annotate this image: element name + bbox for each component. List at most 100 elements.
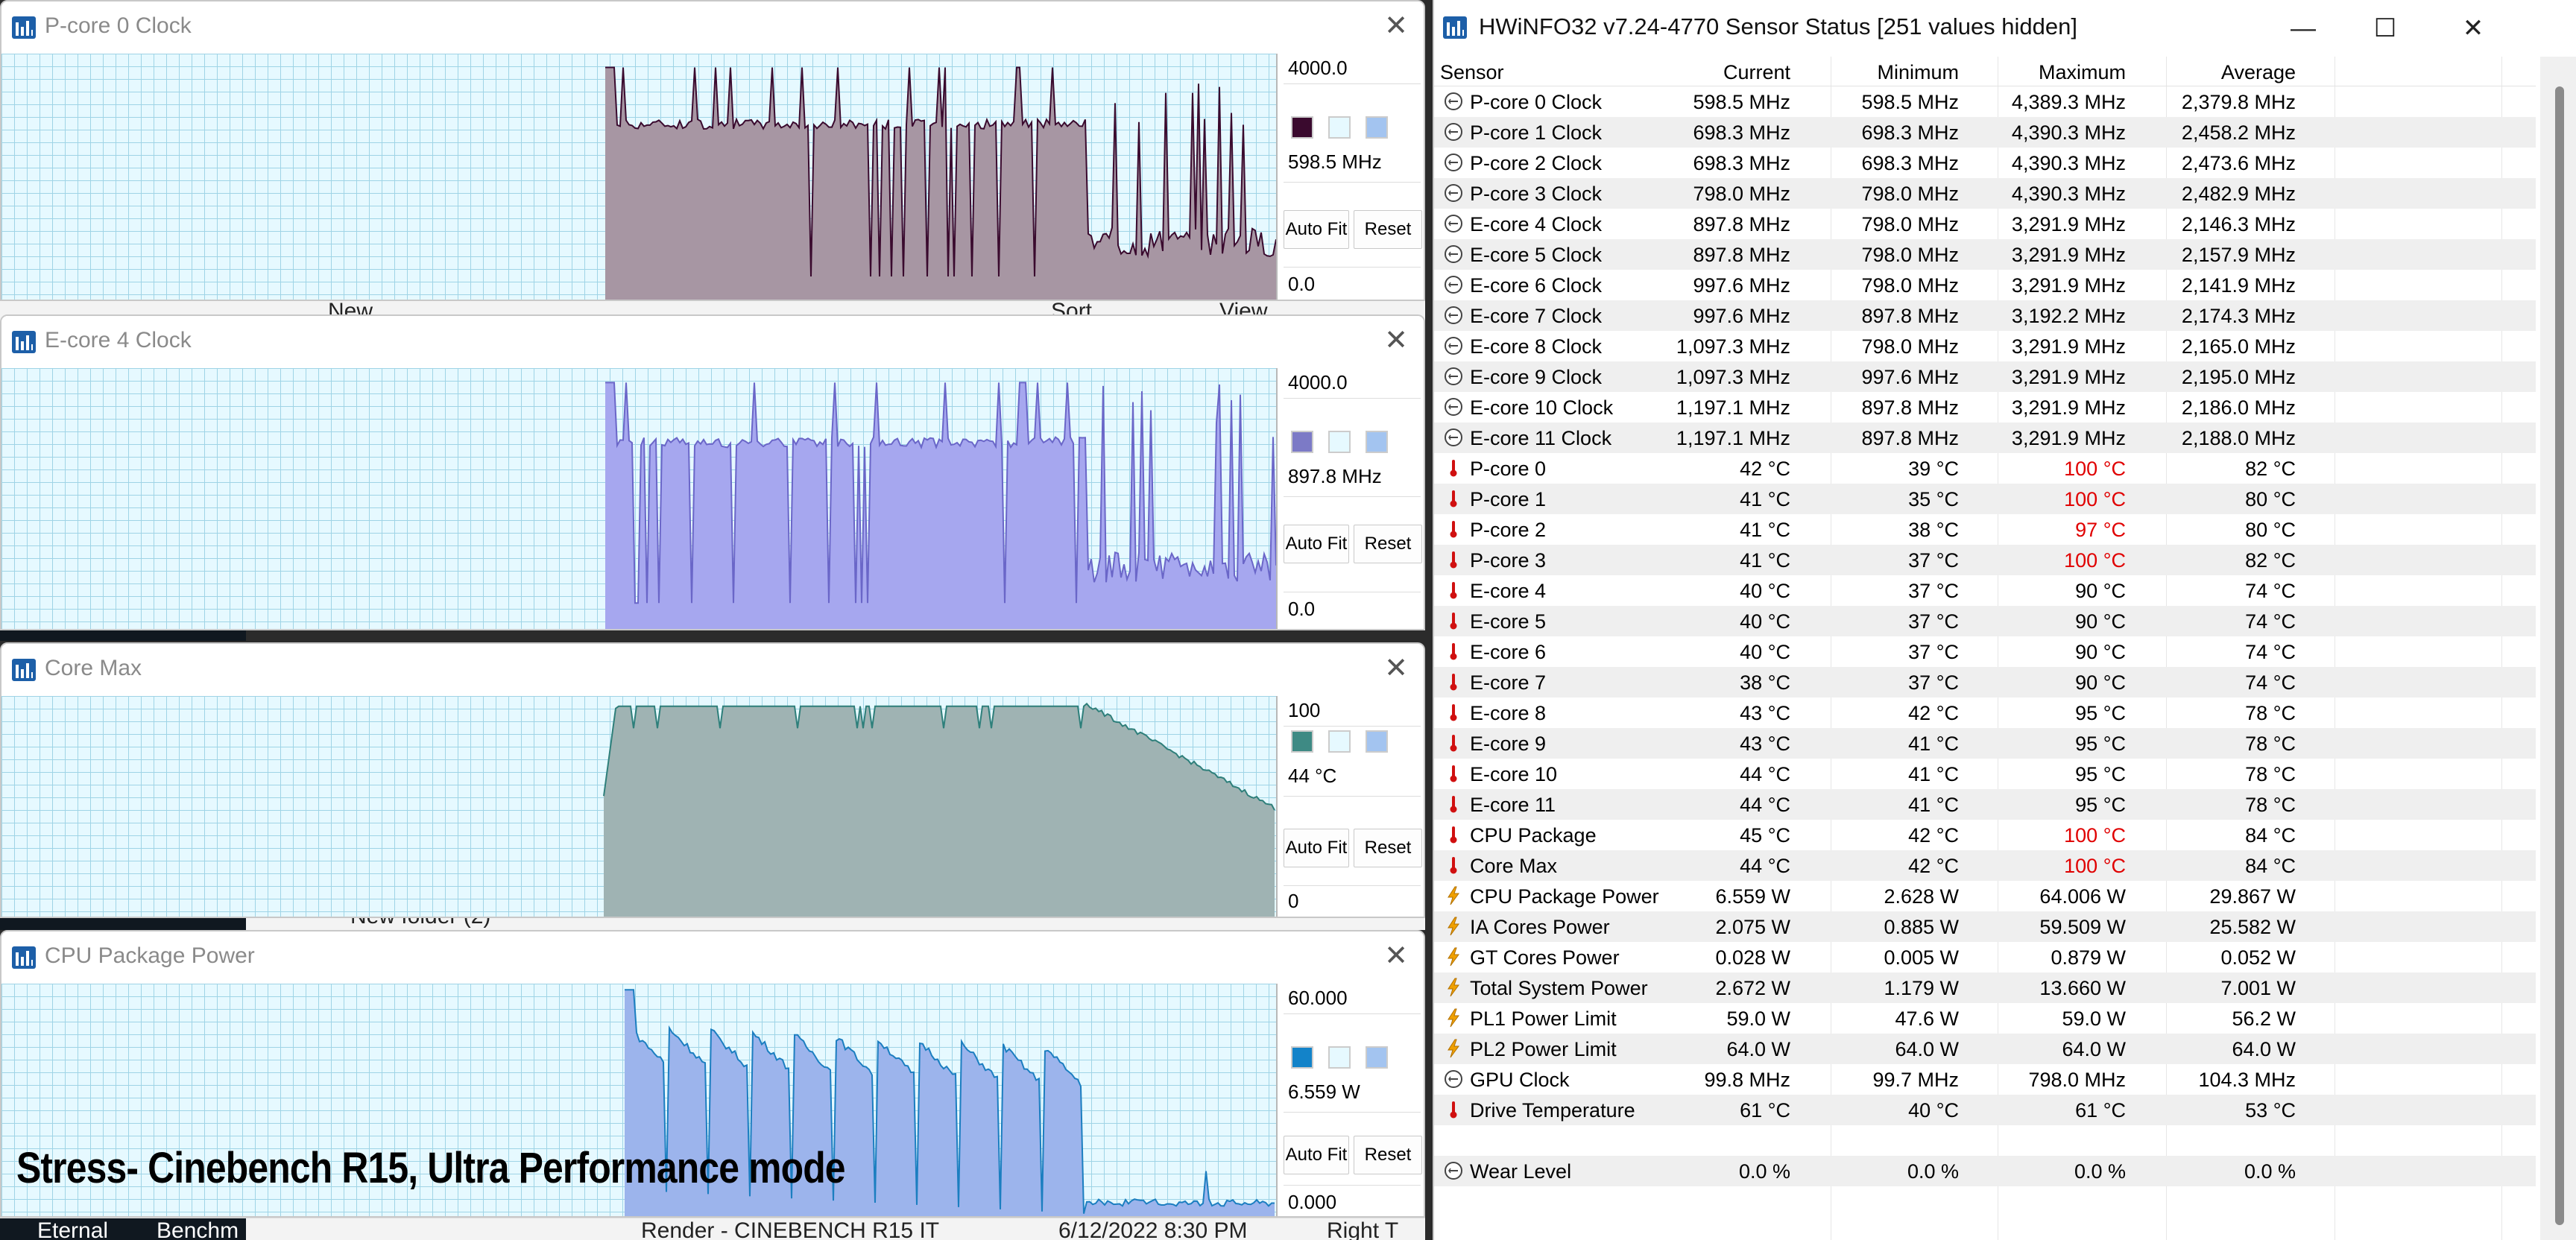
sensor-row[interactable]: CPU Package Power 6.559 W 2.628 W 64.006 W 2… [1434,881,2536,911]
sensor-trace-area [625,990,1275,1216]
title-bar[interactable]: HWiNFO32 v7.24-4770 Sensor Status [251 v… [1434,0,2576,57]
sensor-row[interactable]: Drive Temperature 61 °C 40 °C 61 °C 53 °C [1434,1095,2536,1125]
fill-color-swatch[interactable] [1366,1046,1388,1069]
column-header-current[interactable]: Current [1723,61,1790,83]
sensor-row[interactable]: E-core 11 Clock 1,197.1 MHz 897.8 MHz 3,291… [1434,423,2536,453]
close-button[interactable]: ✕ [1384,10,1408,42]
sensor-row[interactable]: E-core 7 Clock 997.6 MHz 897.8 MHz 3,192.2 … [1434,300,2536,331]
current-value-label: 897.8 MHz [1288,465,1382,487]
sensor-row[interactable]: GT Cores Power 0.028 W 0.005 W 0.879 W 0.052… [1434,942,2536,972]
line-color-swatch[interactable] [1291,1046,1313,1069]
average-value: 2,188.0 MHz [2181,427,2296,449]
graph-window-core-max[interactable]: Core Max ✕ 100 44 °C Auto Fit Reset 0 [0,642,1425,918]
vertical-scrollbar[interactable] [2540,57,2576,1240]
sensor-row[interactable]: E-core 9 Clock 1,097.3 MHz 997.6 MHz 3,291.… [1434,361,2536,392]
background-color-swatch[interactable] [1328,431,1351,453]
scrollbar-thumb[interactable] [2555,86,2564,1225]
bg-item: Eternal [37,1218,109,1240]
auto-fit-button[interactable]: Auto Fit [1284,210,1349,249]
title-bar[interactable]: Core Max ✕ [1,644,1424,695]
title-bar[interactable]: CPU Package Power ✕ [1,931,1424,982]
column-header-sensor[interactable]: Sensor [1440,61,1504,83]
sensor-row[interactable]: E-core 7 38 °C 37 °C 90 °C 74 °C [1434,667,2536,698]
sensor-row[interactable]: E-core 8 43 °C 42 °C 95 °C 78 °C [1434,698,2536,728]
background-color-swatch[interactable] [1328,116,1351,139]
graph-window-pcore0-clock[interactable]: P-core 0 Clock ✕ 4000.0 598.5 MHz Auto F… [0,0,1425,301]
close-button[interactable]: ✕ [1384,325,1408,356]
graph-plot [1,984,1278,1216]
sensor-name: E-core 9 [1470,733,1547,755]
sensor-row[interactable]: P-core 3 Clock 798.0 MHz 798.0 MHz 4,390.3 … [1434,178,2536,209]
current-value: 1,097.3 MHz [1676,335,1790,358]
line-color-swatch[interactable] [1291,116,1313,139]
graph-plot [1,696,1278,917]
reset-button[interactable]: Reset [1354,1136,1422,1174]
maximize-button[interactable]: ☐ [2373,14,2397,42]
sensor-row[interactable]: IA Cores Power 2.075 W 0.885 W 59.509 W 25.5… [1434,911,2536,942]
sensor-row[interactable]: Core Max 44 °C 42 °C 100 °C 84 °C [1434,850,2536,881]
sensor-row[interactable]: E-core 10 44 °C 41 °C 95 °C 78 °C [1434,759,2536,789]
sensor-row[interactable]: E-core 9 43 °C 41 °C 95 °C 78 °C [1434,728,2536,759]
sensor-row[interactable]: E-core 5 Clock 897.8 MHz 798.0 MHz 3,291.9 … [1434,239,2536,270]
table-header[interactable]: Sensor Current Minimum Maximum Average [1434,57,2536,86]
title-bar[interactable]: E-core 4 Clock ✕ [1,316,1424,367]
close-button[interactable]: ✕ [2462,14,2484,42]
sensor-row[interactable]: P-core 1 Clock 698.3 MHz 698.3 MHz 4,390.3 … [1434,117,2536,148]
fill-color-swatch[interactable] [1366,116,1388,139]
sensor-row[interactable]: CPU Package 45 °C 42 °C 100 °C 84 °C [1434,820,2536,850]
auto-fit-button[interactable]: Auto Fit [1284,525,1349,563]
sensor-name: Core Max [1470,855,1558,877]
average-value: 2,165.0 MHz [2181,335,2296,358]
sensor-row[interactable]: P-core 3 41 °C 37 °C 100 °C 82 °C [1434,545,2536,575]
background-color-swatch[interactable] [1328,1046,1351,1069]
maximum-value: 90 °C [2075,671,2126,694]
reset-button[interactable]: Reset [1354,210,1422,249]
sensor-row[interactable]: P-core 2 41 °C 38 °C 97 °C 80 °C [1434,514,2536,545]
line-color-swatch[interactable] [1291,431,1313,453]
sensor-row[interactable]: P-core 2 Clock 698.3 MHz 698.3 MHz 4,390.3 … [1434,148,2536,178]
sensor-row[interactable]: GPU Clock 99.8 MHz 99.7 MHz 798.0 MHz 104.3 … [1434,1064,2536,1095]
line-color-swatch[interactable] [1291,730,1313,753]
sensor-row[interactable]: PL1 Power Limit 59.0 W 47.6 W 59.0 W 56.2 W [1434,1003,2536,1034]
minimum-value: 38 °C [1908,519,1959,541]
auto-fit-button[interactable]: Auto Fit [1284,1136,1349,1174]
hwinfo-app-icon [12,946,36,969]
hwinfo-app-icon [12,16,36,39]
graph-window-cpu-package-power[interactable]: CPU Package Power ✕ 60.000 6.559 W Auto … [0,930,1425,1218]
hwinfo-app-icon [12,331,36,353]
column-header-maximum[interactable]: Maximum [2038,61,2126,83]
close-button[interactable]: ✕ [1384,940,1408,972]
sensor-row[interactable] [1434,1125,2536,1156]
sensor-row[interactable]: E-core 10 Clock 1,197.1 MHz 897.8 MHz 3,291… [1434,392,2536,423]
sensor-row[interactable]: Total System Power 2.672 W 1.179 W 13.660 W… [1434,972,2536,1003]
column-header-minimum[interactable]: Minimum [1877,61,1959,83]
minimize-button[interactable]: — [2291,14,2316,42]
bg-item: Right T [1327,1218,1399,1240]
auto-fit-button[interactable]: Auto Fit [1284,829,1349,867]
sensor-row[interactable]: PL2 Power Limit 64.0 W 64.0 W 64.0 W 64.0 W [1434,1034,2536,1064]
sensor-row[interactable]: E-core 5 40 °C 37 °C 90 °C 74 °C [1434,606,2536,636]
reset-button[interactable]: Reset [1354,525,1422,563]
sensor-status-window[interactable]: HWiNFO32 v7.24-4770 Sensor Status [251 v… [1433,0,2576,1240]
sensor-row[interactable]: P-core 0 Clock 598.5 MHz 598.5 MHz 4,389.3 … [1434,86,2536,117]
thermometer-icon [1443,824,1464,845]
background-color-swatch[interactable] [1328,730,1351,753]
fill-color-swatch[interactable] [1366,431,1388,453]
sensor-row[interactable]: E-core 4 40 °C 37 °C 90 °C 74 °C [1434,575,2536,606]
sensor-row[interactable]: E-core 11 44 °C 41 °C 95 °C 78 °C [1434,789,2536,820]
sensor-row[interactable]: E-core 6 40 °C 37 °C 90 °C 74 °C [1434,636,2536,667]
sensor-row[interactable]: E-core 8 Clock 1,097.3 MHz 798.0 MHz 3,291.… [1434,331,2536,361]
current-value: 1,197.1 MHz [1676,427,1790,449]
title-bar[interactable]: P-core 0 Clock ✕ [1,1,1424,52]
close-button[interactable]: ✕ [1384,653,1408,684]
current-value-label: 44 °C [1288,765,1337,787]
sensor-row[interactable]: P-core 1 41 °C 35 °C 100 °C 80 °C [1434,484,2536,514]
reset-button[interactable]: Reset [1354,829,1422,867]
sensor-row[interactable]: P-core 0 42 °C 39 °C 100 °C 82 °C [1434,453,2536,484]
column-header-average[interactable]: Average [2220,61,2296,83]
sensor-row[interactable]: E-core 6 Clock 997.6 MHz 798.0 MHz 3,291.9 … [1434,270,2536,300]
graph-window-ecore4-clock[interactable]: E-core 4 Clock ✕ 4000.0 897.8 MHz Auto F… [0,314,1425,630]
sensor-row[interactable]: E-core 4 Clock 897.8 MHz 798.0 MHz 3,291.9 … [1434,209,2536,239]
sensor-row[interactable]: Wear Level 0.0 % 0.0 % 0.0 % 0.0 % [1434,1156,2536,1186]
fill-color-swatch[interactable] [1366,730,1388,753]
